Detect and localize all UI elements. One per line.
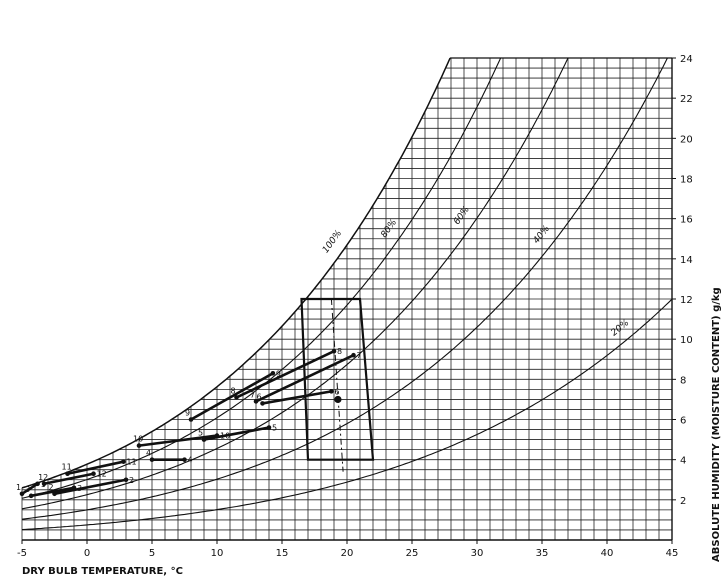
y-tick-label: 22: [680, 94, 693, 105]
range-max-point-9: [270, 371, 276, 376]
range-min-point-12: [41, 481, 47, 487]
rh-label-100: 100%: [321, 229, 344, 256]
range-max-label-7: 7: [357, 351, 362, 360]
x-axis-label: DRY BULB TEMPERATURE, °C: [22, 566, 183, 577]
range-max-point-7: [351, 352, 356, 358]
range-min-label-3: 3: [25, 485, 30, 494]
y-tick-label: 8: [680, 375, 686, 386]
range-min-point-6: [260, 401, 265, 406]
range-line-month-2: [53, 478, 128, 496]
x-tick-label: 45: [666, 548, 679, 559]
range-max-point-2: [123, 477, 129, 483]
y-tick-label: 24: [680, 54, 693, 65]
range-min-label-5: 5: [198, 429, 203, 438]
range-max-point-8: [331, 348, 337, 354]
range-line-month-8: [235, 349, 336, 399]
range-max-point-1: [35, 481, 40, 487]
rh-curve-40: [21, 57, 668, 520]
rh-curve-20: [21, 298, 673, 531]
range-max-label-2: 2: [129, 476, 134, 485]
range-min-label-4: 4: [146, 449, 151, 458]
range-max-label-4: 4: [188, 456, 193, 465]
x-tick-label: 30: [471, 548, 484, 559]
range-min-label-2: 2: [49, 483, 54, 492]
range-max-label-10: 10: [220, 432, 230, 441]
rh-label-40: 40%: [532, 224, 552, 246]
range-line-month-5: [202, 426, 271, 441]
range-line-month-9: [189, 372, 275, 421]
x-tick-label: 40: [601, 548, 614, 559]
rh-label-60: 60%: [452, 205, 472, 227]
range-max-point-5: [266, 425, 272, 430]
x-tick-label: 15: [276, 548, 289, 559]
range-max-point-3: [71, 485, 77, 491]
range-line-month-1: [20, 482, 39, 496]
range-max-label-12: 12: [97, 470, 107, 479]
range-line-month-11: [66, 460, 125, 476]
range-max-label-6: 6: [334, 387, 339, 396]
y-tick-label: 10: [680, 335, 693, 346]
range-min-label-1: 1: [16, 483, 21, 492]
range-max-point-11: [121, 459, 126, 464]
range-line-month-10: [137, 434, 219, 447]
y-tick-label: 12: [680, 295, 693, 306]
range-min-point-11: [65, 471, 70, 477]
y-tick-label: 6: [680, 416, 686, 427]
x-tick-label: 35: [536, 548, 549, 559]
range-min-label-9: 9: [185, 409, 190, 418]
y-tick-label: 20: [680, 134, 693, 145]
range-min-label-10: 10: [133, 435, 143, 444]
range-max-label-3: 3: [77, 484, 82, 493]
range-line-month-6: [261, 390, 333, 405]
range-line-month-7: [254, 353, 355, 403]
range-min-point-10: [136, 443, 142, 448]
range-min-point-3: [28, 493, 34, 499]
grid-layer: [21, 57, 673, 541]
y-tick-label: 16: [680, 215, 693, 226]
x-tick-label: 0: [84, 548, 90, 559]
rh-curve-80: [21, 57, 502, 499]
range-line-month-3: [29, 486, 76, 498]
range-min-point-9: [188, 417, 194, 422]
comfort-center-dot: [334, 395, 342, 404]
y-tick-label: 18: [680, 175, 693, 186]
range-min-label-11: 11: [62, 463, 72, 472]
monthly-range-layer: 112233445566778899101011111212: [16, 347, 362, 499]
rh-curve-60: [21, 57, 569, 510]
range-min-label-12: 12: [38, 473, 48, 482]
x-tick-label: 25: [406, 548, 419, 559]
y-tick-label: 14: [680, 255, 693, 266]
x-tick-label: 10: [211, 548, 224, 559]
range-line-month-12: [42, 472, 95, 486]
range-max-label-8: 8: [337, 347, 342, 356]
range-max-label-11: 11: [126, 458, 136, 467]
comfort-zone-layer: [300, 297, 375, 472]
range-min-point-4: [149, 457, 155, 462]
comfort-zone: [300, 297, 375, 461]
y-axis-label: ABSOLUTE HUMIDITY (MOISTURE CONTENT) g/k…: [711, 287, 722, 562]
range-min-label-8: 8: [231, 386, 236, 395]
range-min-label-6: 6: [257, 392, 262, 401]
x-tick-label: 5: [149, 548, 155, 559]
range-max-point-12: [91, 471, 96, 477]
y-tick-label: 2: [680, 496, 686, 507]
x-tick-label: -5: [17, 548, 27, 559]
x-tick-label: 20: [341, 548, 354, 559]
range-min-point-8: [234, 395, 239, 400]
rh-curve-100: [21, 57, 451, 489]
range-min-point-1: [19, 491, 25, 497]
range-max-point-6: [329, 389, 334, 394]
comfort-zone-centerline: [330, 298, 344, 472]
range-max-point-10: [214, 433, 220, 438]
range-max-label-5: 5: [272, 424, 277, 433]
range-max-point-4: [182, 457, 187, 462]
y-tick-label: 4: [680, 456, 686, 467]
range-max-label-9: 9: [276, 369, 281, 378]
range-min-label-7: 7: [250, 390, 255, 399]
range-min-point-7: [253, 399, 259, 404]
